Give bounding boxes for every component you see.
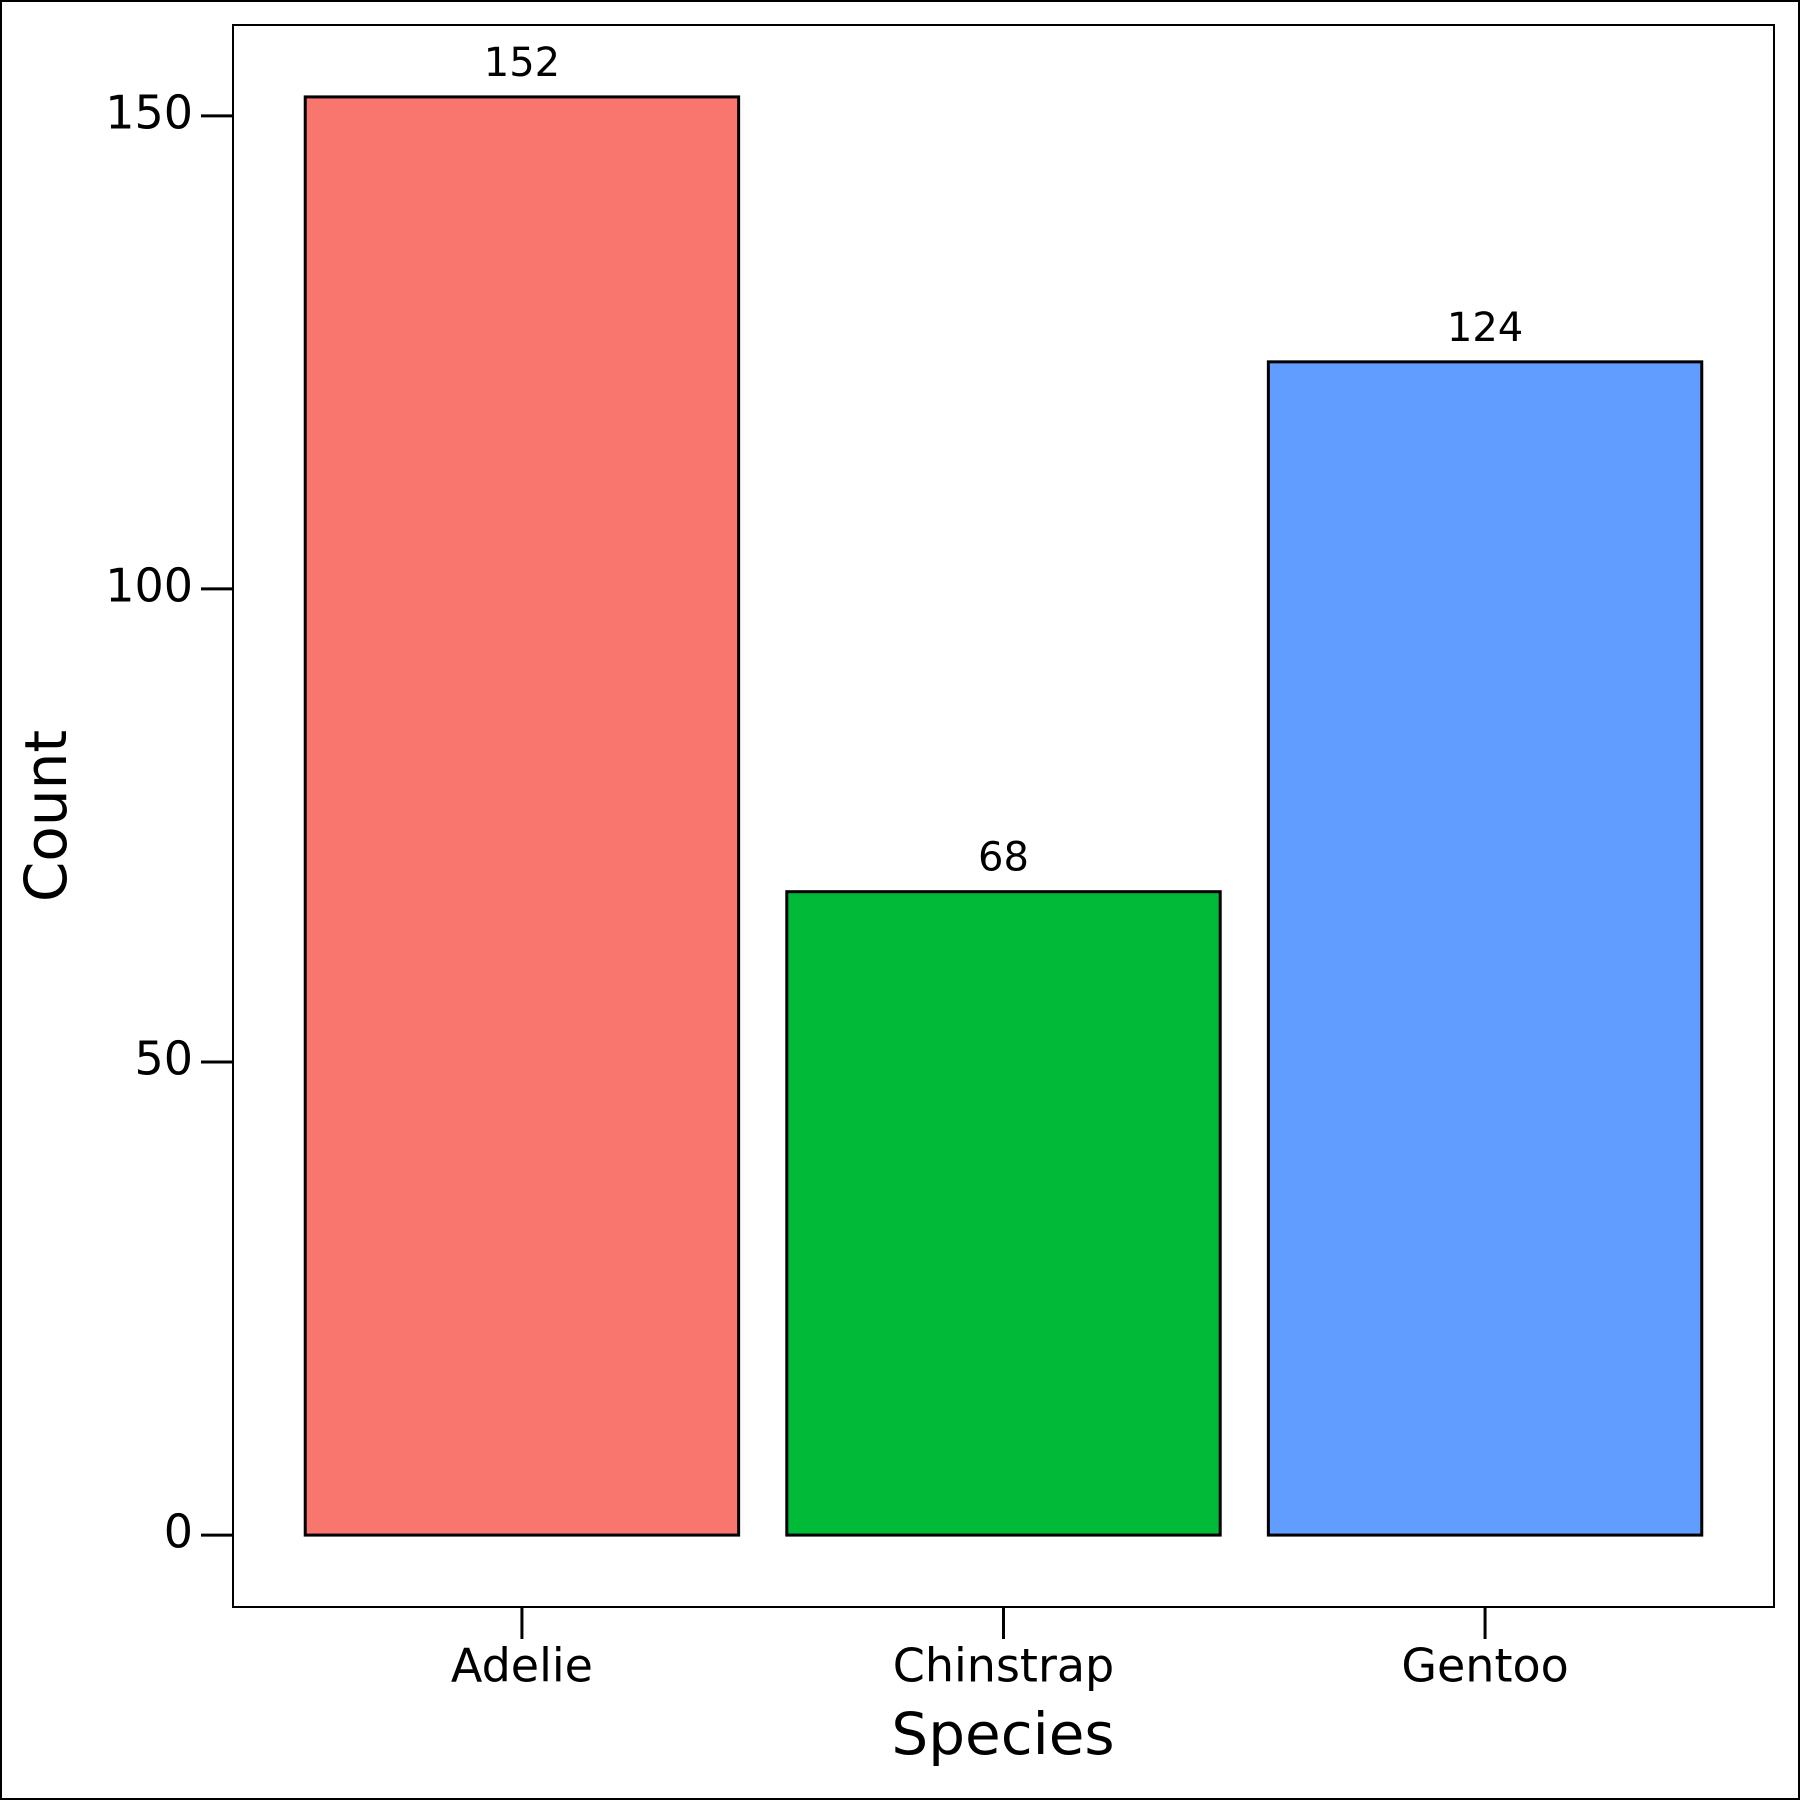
x-axis-title: Species: [891, 1700, 1114, 1768]
x-tick-label: Gentoo: [1401, 1639, 1568, 1693]
bar: [785, 890, 1222, 1537]
bar: [303, 95, 741, 1537]
x-tick-label: Chinstrap: [893, 1639, 1115, 1693]
value-label: 152: [484, 40, 560, 86]
value-label: 68: [978, 835, 1029, 881]
y-tick-label: 150: [105, 85, 193, 139]
y-tick-label: 50: [134, 1032, 193, 1086]
value-label: 124: [1447, 305, 1523, 351]
bar: [1266, 360, 1704, 1537]
x-tick-label: Adelie: [451, 1639, 593, 1693]
y-axis-title: Count: [12, 730, 80, 902]
y-tick-label: 100: [105, 558, 193, 612]
y-tick-label: 0: [164, 1505, 193, 1559]
